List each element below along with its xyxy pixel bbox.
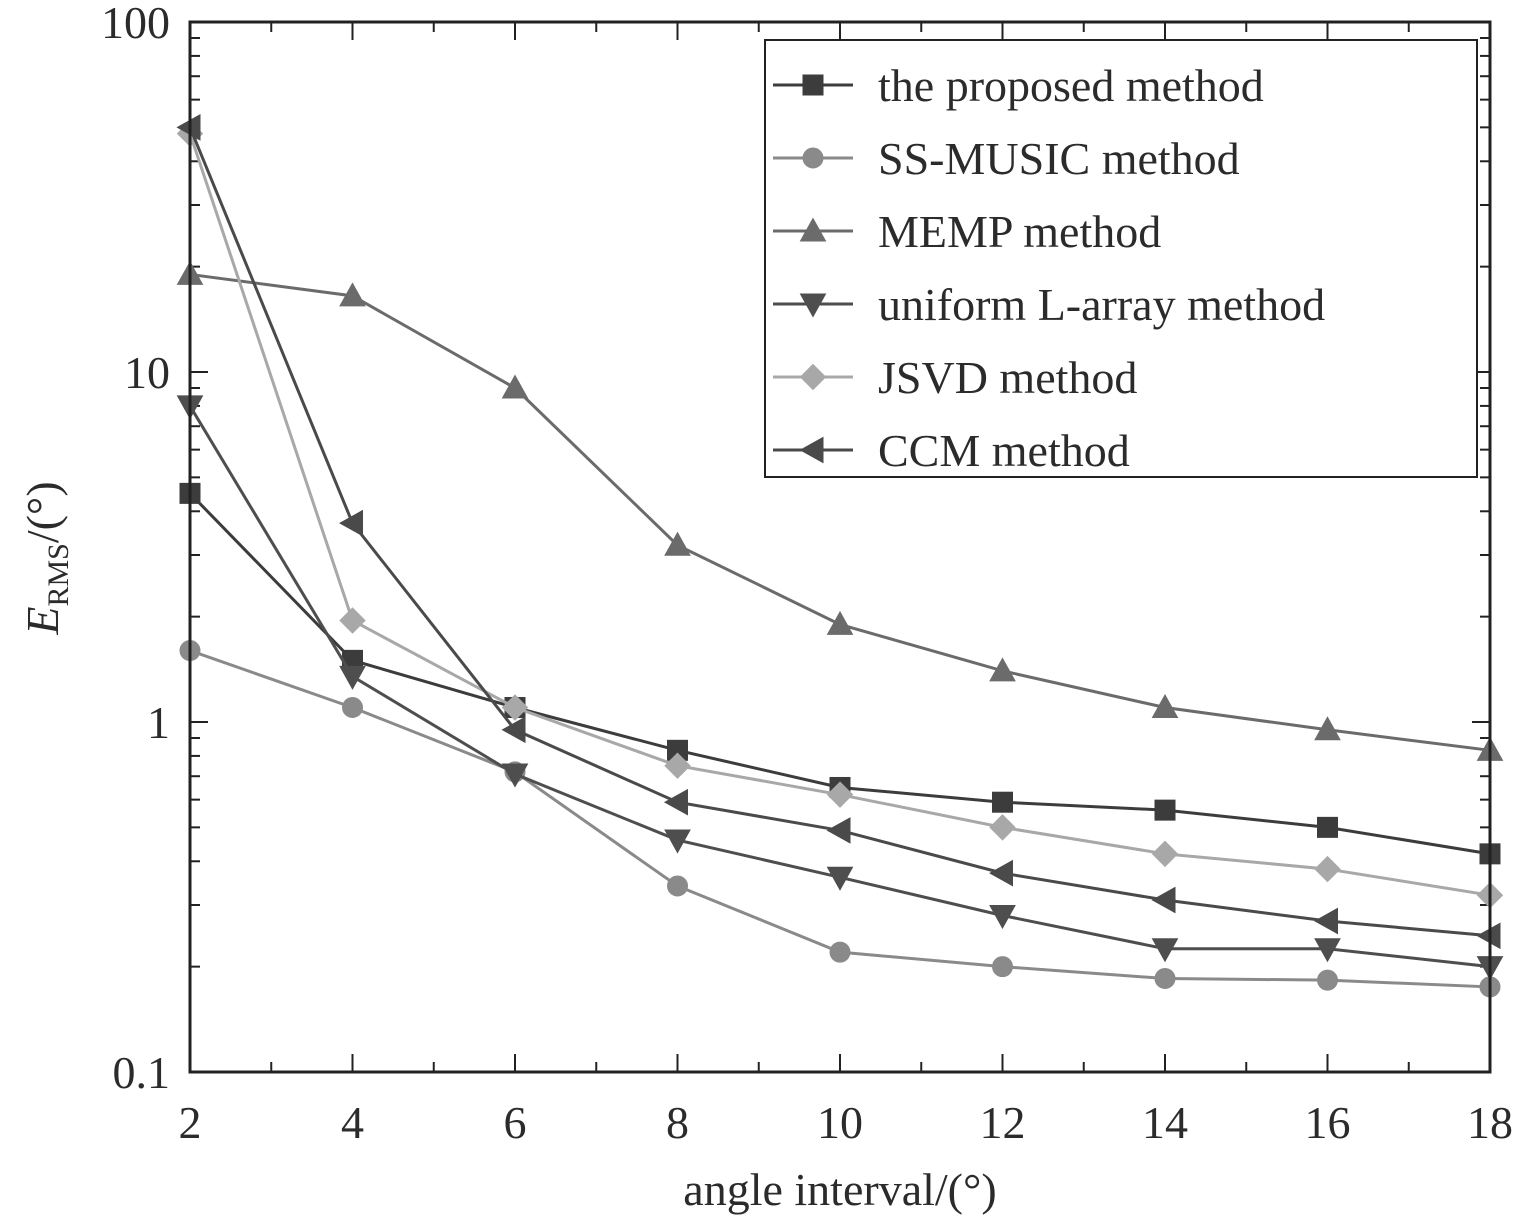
data-point [799, 363, 827, 391]
x-tick-label: 8 [666, 1097, 689, 1148]
data-point [501, 763, 529, 788]
data-point [826, 781, 854, 808]
data-point [1314, 716, 1341, 741]
data-point [826, 866, 854, 891]
data-point [663, 788, 688, 816]
data-point [826, 610, 854, 635]
data-point [989, 657, 1016, 682]
data-point [992, 956, 1013, 978]
y-axis-label-sub: RMS [42, 543, 75, 606]
data-point [664, 752, 691, 779]
series-layer [176, 114, 1504, 998]
data-point [1151, 693, 1179, 719]
data-point [339, 665, 366, 690]
data-point [342, 697, 363, 719]
y-tick-label: 1 [147, 697, 170, 748]
y-tick-label: 0.1 [113, 1047, 171, 1098]
data-point [664, 531, 691, 556]
y-axis-label-suffix: /(°) [17, 481, 68, 543]
series-memp-method [176, 260, 1504, 761]
data-point [1314, 855, 1341, 883]
legend-item: the proposed method [773, 60, 1264, 111]
legend: the proposed method SS-MUSIC method MEMP m… [764, 39, 1478, 478]
x-tick-label: 16 [1305, 1097, 1351, 1148]
legend-label: MEMP method [878, 206, 1161, 257]
data-point [338, 509, 363, 537]
data-point [826, 817, 851, 844]
legend-label: CCM method [878, 425, 1130, 476]
minor-ticks [189, 22, 1491, 1073]
x-tick-labels: 2 4 6 8 10 12 14 16 18 [179, 1097, 1514, 1148]
legend-item: MEMP method [773, 206, 1161, 257]
y-tick-label: 100 [101, 0, 170, 48]
x-tick-label: 4 [341, 1097, 364, 1148]
data-point [1154, 799, 1176, 821]
data-point [829, 941, 851, 963]
data-point [992, 791, 1013, 813]
legend-box [764, 39, 1478, 478]
data-point [339, 282, 366, 307]
data-point [799, 436, 824, 464]
data-point [667, 875, 688, 897]
series-ss-music-method [179, 640, 1501, 998]
data-point [988, 859, 1013, 887]
data-point [1317, 816, 1338, 838]
series-uniform-l-array-method [176, 395, 1504, 981]
data-point [1151, 938, 1179, 963]
data-point [799, 293, 827, 318]
x-tick-label: 10 [817, 1097, 863, 1148]
x-tick-label: 6 [504, 1097, 527, 1148]
y-tick-label: 10 [124, 347, 170, 398]
y-axis-label: ERMS/(°) [17, 481, 75, 635]
legend-item: JSVD method [773, 352, 1137, 403]
legend-item: SS-MUSIC method [773, 133, 1240, 184]
data-point [802, 74, 824, 96]
x-tick-label: 2 [179, 1097, 202, 1148]
data-point [1313, 907, 1338, 935]
data-point [1314, 938, 1341, 963]
data-point [501, 694, 529, 721]
data-point [1151, 886, 1176, 914]
plot-frame [188, 20, 1492, 1074]
data-point [339, 607, 366, 634]
data-point [1154, 967, 1176, 989]
legend-label: the proposed method [878, 60, 1264, 111]
data-point [664, 829, 691, 854]
x-tick-label: 18 [1467, 1097, 1513, 1148]
data-point [501, 716, 526, 744]
legend-label: uniform L-array method [878, 279, 1325, 330]
data-point [1317, 969, 1338, 991]
x-tick-label: 14 [1142, 1097, 1188, 1148]
x-tick-label: 12 [980, 1097, 1026, 1148]
y-axis-label-main: E [17, 607, 68, 636]
data-point [989, 814, 1016, 841]
data-point [1151, 840, 1179, 868]
data-point [802, 147, 824, 169]
data-point [501, 374, 529, 399]
series-ccm-method [176, 114, 1501, 950]
x-axis-label: angle interval/(°) [683, 1164, 996, 1215]
legend-item: CCM method [773, 425, 1130, 476]
data-point [989, 904, 1016, 930]
data-point [799, 217, 827, 242]
y-tick-labels: 0.1 1 10 100 [101, 0, 170, 1098]
legend-label: JSVD method [878, 352, 1137, 403]
legend-item: uniform L-array method [773, 279, 1325, 330]
legend-label: SS-MUSIC method [878, 133, 1240, 184]
